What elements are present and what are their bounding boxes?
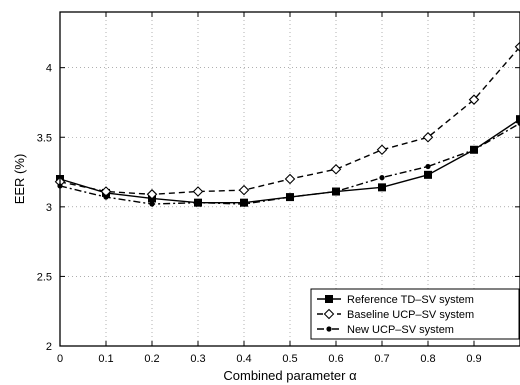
series-2-point [468, 94, 480, 105]
x-tick-label: 0.5 [282, 353, 297, 365]
x-tick-label: 0.6 [328, 353, 343, 365]
series-1-point [424, 170, 432, 179]
series-layer [54, 41, 520, 207]
legend-label: New UCP–SV system [347, 324, 454, 336]
series-3-point [471, 147, 477, 153]
series-3-line [59, 122, 520, 205]
series-1-point [516, 115, 520, 124]
series-2-point [238, 184, 250, 196]
y-tick-label: 4 [46, 63, 52, 75]
series-3-point [333, 188, 339, 195]
series-3 [57, 120, 520, 207]
series-2-point [514, 41, 520, 53]
legend-entry-1: Reference TD–SV system [317, 294, 474, 306]
x-tick-label: 0.7 [374, 353, 389, 365]
series-3-point [379, 175, 385, 181]
series-2-point [422, 131, 434, 143]
series-3-point [287, 194, 293, 200]
series-3-point [103, 194, 109, 200]
y-tick-label: 2.5 [37, 271, 52, 283]
x-tick-label: 0 [57, 353, 63, 365]
x-tick-label: 0.8 [420, 353, 435, 365]
series-3-point [149, 201, 155, 207]
legend-marker-sample [323, 308, 335, 320]
x-tick-label: 0.2 [144, 353, 159, 365]
series-2-point [376, 144, 388, 156]
series-2-point [192, 186, 204, 197]
legend-label: Reference TD–SV system [347, 294, 474, 306]
legend-marker-sample [325, 295, 333, 303]
y-axis-label: EER (%) [12, 154, 27, 205]
legend-entries: Reference TD–SV system Baseline UCP–SV sy… [317, 294, 474, 336]
series-2 [54, 41, 520, 200]
y-tick-label: 3.5 [37, 132, 52, 144]
axis-ticks: 0 0.1 0.2 0.3 0.4 0.5 0.6 0.7 0.8 0.9 2 2.5 3 3.5 4 [37, 12, 520, 365]
legend-marker-sample [326, 326, 332, 332]
y-tick-label: 2 [46, 341, 52, 353]
x-tick-label: 0.3 [190, 353, 205, 365]
x-tick-label: 0.9 [466, 353, 481, 365]
series-1 [56, 115, 520, 207]
plot-frame [59, 11, 520, 347]
x-tick-label: 0.4 [236, 353, 251, 365]
series-3-point [195, 200, 201, 206]
series-1-point [378, 183, 386, 192]
legend-label: Baseline UCP–SV system [347, 309, 474, 321]
y-tick-label: 3 [46, 202, 52, 214]
series-2-point [330, 163, 342, 175]
legend-entry-3: New UCP–SV system [317, 324, 454, 336]
legend: Reference TD–SV system Baseline UCP–SV sy… [310, 288, 520, 340]
x-tick-label: 0.1 [98, 353, 113, 365]
legend-box [310, 288, 520, 340]
series-2-point [146, 189, 158, 200]
series-3-point [425, 163, 431, 170]
series-2-point [284, 173, 296, 185]
x-axis-label: Combined parameter α [223, 368, 357, 383]
series-3-point [241, 201, 247, 207]
legend-entry-2: Baseline UCP–SV system [317, 308, 474, 321]
